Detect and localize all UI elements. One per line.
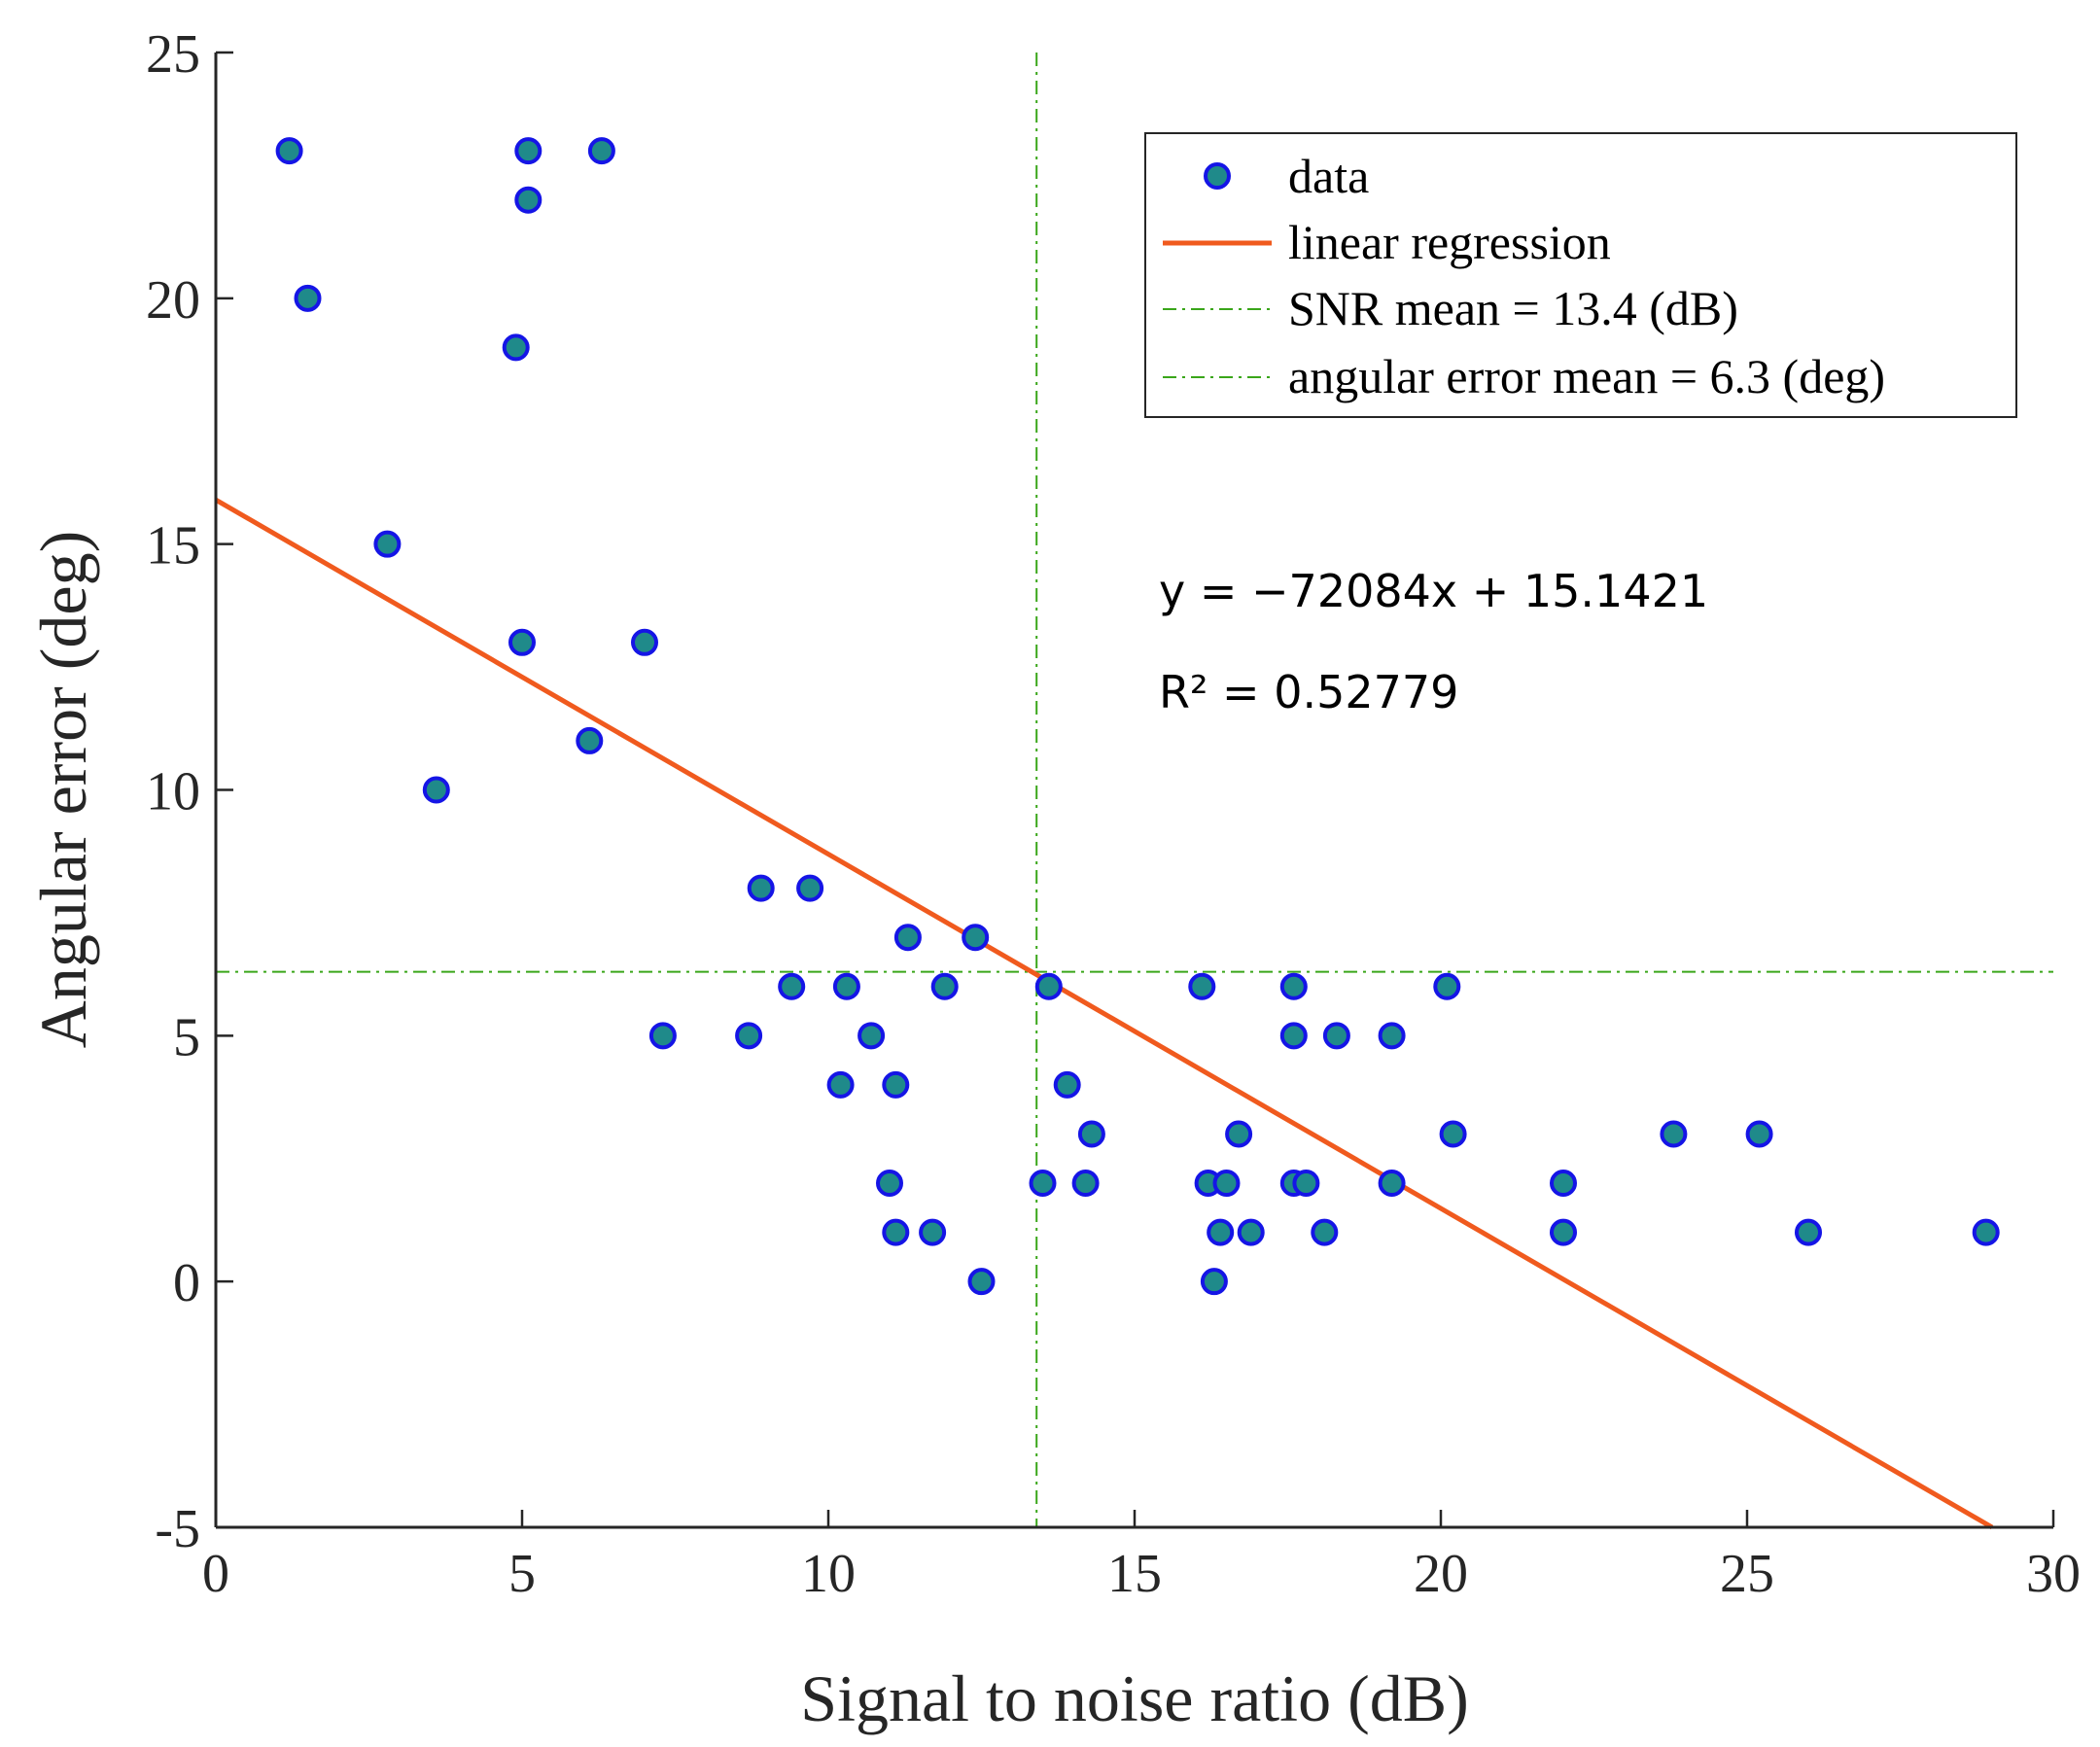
data-point <box>631 628 658 656</box>
data-point <box>778 972 806 1000</box>
data-point <box>735 1022 763 1050</box>
y-tick-label: 15 <box>146 516 200 577</box>
regression-line <box>214 497 1994 1530</box>
data-point <box>576 726 604 754</box>
y-tick-label: 10 <box>146 762 200 822</box>
x-tick-label: 25 <box>1720 1544 1774 1604</box>
data-point <box>832 972 860 1000</box>
data-point <box>648 1022 677 1050</box>
data-point <box>587 137 615 165</box>
data-point <box>1034 972 1063 1000</box>
data-point <box>508 628 536 656</box>
data-point <box>1200 1268 1228 1296</box>
data-point <box>1207 1218 1235 1246</box>
data-point <box>919 1218 947 1246</box>
regression-line-group <box>214 497 1994 1530</box>
data-point <box>1439 1120 1467 1148</box>
y-tick-label: 20 <box>146 270 200 331</box>
regression-equation: y = −72084x + 15.1421 <box>1159 565 1708 617</box>
y-tick-label: 25 <box>146 24 200 85</box>
y-tick-label: -5 <box>155 1499 200 1559</box>
y-axis-title: Angular error (deg) <box>26 531 100 1048</box>
data-point <box>858 1022 886 1050</box>
legend-box <box>1144 132 2017 418</box>
data-point <box>1188 972 1216 1000</box>
legend-label-error-mean: angular error mean = 6.3 (deg) <box>1288 349 1885 403</box>
data-point <box>882 1218 910 1246</box>
data-points <box>275 137 2000 1296</box>
data-point <box>1212 1170 1241 1198</box>
data-point <box>1237 1218 1265 1246</box>
x-tick-label: 10 <box>801 1544 856 1604</box>
y-tick-label: 5 <box>173 1007 200 1067</box>
data-point <box>876 1170 903 1198</box>
legend-label-data: data <box>1288 149 1369 203</box>
data-point <box>1972 1218 2000 1246</box>
data-point <box>1029 1170 1057 1198</box>
legend: data linear regression SNR mean = 13.4 (… <box>1144 132 2017 418</box>
r-squared: R² = 0.52779 <box>1159 666 1458 718</box>
data-point <box>1053 1070 1081 1099</box>
data-point <box>796 874 824 902</box>
data-point <box>1795 1218 1822 1246</box>
x-axis-title: Signal to noise ratio (dB) <box>800 1661 1468 1735</box>
data-point <box>930 972 959 1000</box>
data-point <box>1311 1218 1339 1246</box>
reference-lines <box>216 52 2053 1527</box>
data-point <box>502 333 530 362</box>
data-point <box>967 1268 996 1296</box>
legend-label-regression: linear regression <box>1288 215 1611 269</box>
data-point <box>747 874 775 902</box>
data-point <box>422 776 450 804</box>
legend-label-snr-mean: SNR mean = 13.4 (dB) <box>1288 281 1738 335</box>
x-tick-label: 20 <box>1414 1544 1468 1604</box>
data-point <box>1550 1218 1577 1246</box>
data-point <box>826 1070 855 1099</box>
y-tick-labels: -5 0 5 10 15 20 25 <box>146 24 200 1559</box>
data-point <box>1279 1022 1308 1050</box>
data-point <box>882 1070 910 1099</box>
data-point <box>294 284 322 312</box>
data-point <box>373 530 402 558</box>
x-tick-label: 5 <box>508 1544 536 1604</box>
data-point <box>1077 1120 1105 1148</box>
x-tick-label: 0 <box>202 1544 229 1604</box>
data-point <box>514 137 542 165</box>
x-tick-label: 15 <box>1107 1544 1162 1604</box>
data-point <box>893 924 922 952</box>
data-point <box>1550 1170 1577 1198</box>
data-point <box>1433 972 1461 1000</box>
y-tick-label: 0 <box>173 1253 200 1313</box>
data-point <box>1071 1170 1100 1198</box>
data-point <box>1322 1022 1350 1050</box>
x-tick-label: 30 <box>2026 1544 2081 1604</box>
x-tick-labels: 0 5 10 15 20 25 30 <box>202 1544 2081 1604</box>
data-point <box>275 137 303 165</box>
data-point <box>1378 1170 1406 1198</box>
data-point <box>1292 1170 1320 1198</box>
data-point <box>1745 1120 1773 1148</box>
legend-marker-data <box>1204 162 1231 190</box>
data-point <box>1660 1120 1688 1148</box>
data-point <box>514 186 542 214</box>
axes <box>214 51 2055 1529</box>
data-point <box>1279 972 1308 1000</box>
data-point <box>1378 1022 1406 1050</box>
data-point <box>1225 1120 1253 1148</box>
data-point <box>962 924 990 952</box>
